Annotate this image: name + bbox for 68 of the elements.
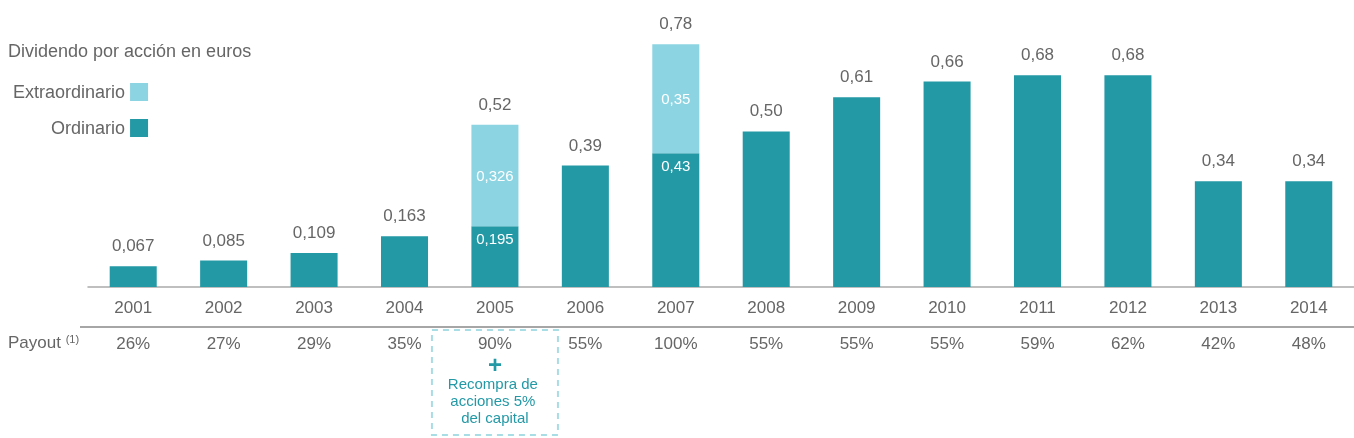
total-label: 0,067: [111, 236, 155, 256]
bar: [652, 153, 700, 287]
bar: [652, 44, 700, 154]
text: +: [487, 350, 502, 378]
total-label: 0,085: [202, 230, 245, 250]
text: 55%: [839, 333, 874, 353]
bar: [1285, 181, 1333, 287]
bar: [561, 165, 609, 287]
x-tick-label: 2007: [656, 298, 695, 317]
bar: [380, 236, 429, 287]
x-tick-label: 2012: [1109, 298, 1147, 317]
text: 42%: [1201, 333, 1236, 353]
data-label: 0,195: [476, 230, 514, 248]
text: 27%: [206, 333, 241, 353]
text: 55%: [930, 333, 965, 353]
total-label: 0,66: [930, 51, 964, 71]
x-tick-label: 2008: [747, 298, 786, 317]
x-tick-label: 2004: [385, 298, 424, 317]
legend-title: Dividendo por acción en euros: [8, 41, 252, 61]
x-tick-label: 2014: [1289, 298, 1328, 317]
bar: [1013, 75, 1062, 287]
total-label: 0,34: [1201, 151, 1235, 171]
x-tick-label: 2003: [295, 298, 333, 317]
x-tick-label: 2005: [476, 298, 514, 317]
x-tick-label: 2006: [566, 298, 605, 317]
bar: [1104, 75, 1152, 287]
total-label: 0,78: [659, 14, 693, 34]
total-label: 0,109: [292, 223, 336, 243]
text: 29%: [297, 333, 332, 353]
total-label: 0,39: [568, 135, 602, 155]
total-label: 0,61: [840, 67, 874, 87]
bar: [471, 124, 519, 227]
text: 48%: [1291, 333, 1326, 353]
text: 26%: [116, 333, 151, 353]
text: 62%: [1110, 333, 1145, 353]
data-label: 0,326: [476, 167, 514, 185]
text: 90%: [477, 333, 512, 353]
bar: [742, 131, 790, 287]
text: 59%: [1020, 333, 1055, 353]
x-tick-label: 2010: [928, 298, 966, 317]
x-tick-label: 2001: [114, 298, 153, 317]
bar: [471, 226, 519, 287]
text: 55%: [568, 333, 603, 353]
bar: [109, 266, 157, 287]
text: Recompra de acciones 5% del capital: [447, 375, 543, 426]
x-tick-label: 2011: [1019, 298, 1056, 317]
bar: [923, 81, 971, 287]
x-tick-label: 2002: [204, 298, 243, 317]
bar: [833, 97, 881, 287]
data-label: 0,35: [661, 90, 691, 108]
text: 100%: [654, 333, 698, 353]
legend-label: Extraordinario: [12, 82, 126, 102]
x-tick-label: 2009: [837, 298, 876, 317]
total-label: 0,52: [478, 94, 512, 114]
legend-label: Ordinario: [51, 118, 126, 138]
total-label: 0,68: [1020, 45, 1055, 65]
text: 35%: [387, 333, 422, 353]
text: 55%: [749, 333, 784, 353]
text: Payout (1): [8, 332, 80, 352]
x-tick-label: 2013: [1199, 298, 1238, 317]
data-label: 0,43: [661, 157, 691, 175]
total-label: 0,50: [749, 101, 783, 121]
bar: [1194, 181, 1242, 287]
bar: [290, 253, 338, 287]
total-label: 0,34: [1292, 151, 1326, 171]
bar: [200, 260, 248, 287]
total-label: 0,163: [383, 206, 426, 226]
total-label: 0,68: [1111, 45, 1145, 65]
